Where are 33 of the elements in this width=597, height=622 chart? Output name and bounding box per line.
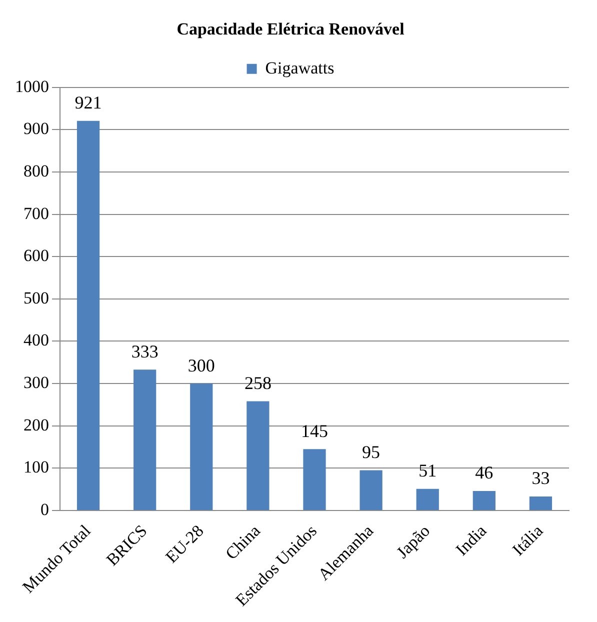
data-label: 258: [244, 373, 272, 394]
y-tick-label: 100: [24, 458, 49, 477]
bar: [529, 496, 552, 510]
y-tick-label: 400: [24, 330, 49, 350]
bar: [472, 490, 496, 510]
y-tick-label: 0: [40, 500, 49, 519]
data-label: 51: [418, 460, 437, 481]
y-tick-label: 200: [24, 415, 49, 434]
data-label: 333: [131, 341, 158, 362]
y-tick-label: 600: [24, 246, 49, 266]
y-tick-label: 900: [24, 119, 49, 138]
legend-label: Gigawatts: [265, 58, 334, 78]
bar: [416, 488, 439, 510]
bar: [303, 449, 326, 510]
bar: [190, 384, 213, 510]
bar: [76, 120, 100, 510]
data-label: 145: [301, 420, 328, 441]
bar: [360, 470, 382, 510]
bar: [246, 401, 270, 510]
x-tick-label: India: [452, 520, 490, 560]
data-label: 46: [475, 462, 494, 483]
data-label: 300: [188, 355, 215, 376]
data-label: 95: [362, 442, 380, 462]
x-tick-label: Itália: [508, 520, 548, 560]
bar: [134, 370, 156, 510]
y-tick-label: 800: [24, 161, 49, 180]
chart-title: Capacidade Elétrica Renovável: [176, 20, 405, 39]
y-tick-label: 500: [24, 288, 49, 308]
y-tick-label: 1000: [15, 76, 49, 96]
data-label: 33: [532, 468, 550, 488]
data-label: 921: [74, 92, 102, 113]
y-tick-label: 700: [24, 204, 49, 223]
y-tick-label: 300: [24, 373, 49, 392]
